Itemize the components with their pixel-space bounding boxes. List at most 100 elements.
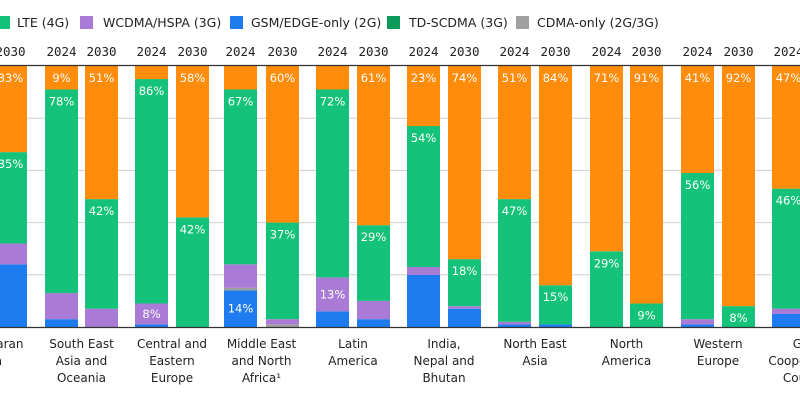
category-label: Oceania [57,371,106,385]
category-label: South East [49,337,114,351]
data-label: 23% [411,71,437,85]
legend-label: WCDMA/HSPA (3G) [103,15,221,30]
category-label: Latin [338,337,368,351]
legend-swatch [387,16,400,29]
data-label: 84% [543,71,569,85]
data-label: 47% [502,204,528,218]
data-label: 14% [228,302,254,316]
bar-segment-lte [316,89,349,278]
data-label: 42% [89,204,115,218]
data-label: 41% [685,71,711,85]
bar-segment-orange [176,66,209,218]
legend-swatch [0,16,10,29]
bar-segment-gsm [681,324,714,327]
bar-segment-orange [722,66,755,307]
category-label: Cooperation [768,354,800,368]
bar-segment-orange [772,66,800,189]
data-label: 37% [270,228,296,242]
category-label: Nepal and [413,354,474,368]
year-label: 2030 [267,44,297,59]
bar-segment-lte [630,303,663,327]
data-label: 15% [543,290,569,304]
data-label: 8% [142,307,160,321]
data-label: 47% [776,71,800,85]
bar-segment-wcdma [45,293,78,320]
legend-label: LTE (4G) [17,15,69,30]
data-label: 54% [411,131,437,145]
data-label: 91% [634,71,660,85]
bar-segment-lte [772,188,800,309]
bar-segment-gsm [772,313,800,327]
category-label: Middle East [227,337,297,351]
year-label: 2024 [591,44,621,59]
data-label: 35% [0,157,23,171]
category-label: Africa [0,354,2,368]
bar-segment-wcdma [0,243,27,265]
bar-segment-orange [357,66,390,226]
year-label: 2030 [177,44,207,59]
bar-segment-lte [85,199,118,309]
bar-segment-gsm [498,324,531,327]
year-label: 2030 [0,44,26,59]
legend-label: GSM/EDGE-only (2G) [251,15,381,30]
bar-segment-orange [448,66,481,260]
bar-segment-orange [85,66,118,200]
data-label: 29% [361,230,387,244]
bar-segment-orange [498,66,531,200]
bar-segment-orange [316,66,349,90]
data-label: 46% [776,194,800,208]
bar-segment-orange [224,66,257,90]
data-label: 9% [637,309,655,323]
bar-segment-wcdma [135,303,168,325]
category-label: and North [232,354,292,368]
category-label: North [610,337,644,351]
category-label: Europe [697,354,739,368]
bar-segment-gsm [539,324,572,327]
bar-segment-wcdma [498,321,531,325]
bar-segment-gsm [407,274,440,327]
year-label: 2024 [317,44,347,59]
bar-segment-cdma [224,287,257,291]
year-label: 2024 [225,44,255,59]
year-label: 2024 [136,44,166,59]
category-label: North East [503,337,567,351]
bar-segment-lte [539,285,572,325]
data-label: 67% [228,94,254,108]
category-label: America [602,354,652,368]
legend-swatch [516,16,529,29]
data-label: 13% [320,287,346,301]
bar-segment-wcdma [407,266,440,275]
bar-segment-wcdma [224,264,257,288]
data-label: 33% [0,71,23,85]
year-label: 2030 [631,44,661,59]
bar-segment-orange [0,66,27,153]
bar-segment-orange [45,66,78,90]
bar-segment-lte [590,251,623,327]
category-label: Gulf [793,337,800,351]
bar-segment-lte [448,259,481,307]
data-label: 51% [502,71,528,85]
bar-segment-wcdma [266,319,299,325]
data-label: 51% [89,71,115,85]
bar-segment-gsm [224,290,257,327]
category-label: Eastern [149,354,195,368]
bar-segment-orange [630,66,663,304]
legend-label: TD-SCDMA (3G) [408,15,508,30]
year-label: 2024 [46,44,76,59]
bar-segment-gsm [316,311,349,327]
data-label: 56% [685,178,711,192]
year-label: 2024 [773,44,800,59]
bar-segment-lte [357,225,390,301]
data-label: 29% [594,256,620,270]
bar-segment-wcdma [772,308,800,314]
bar-segment-orange [135,66,168,80]
bar-segment-wcdma [357,300,390,320]
data-label: 60% [270,71,296,85]
category-label: Council [783,371,800,385]
bar-segment-lte [722,306,755,327]
bar-segment-lte [224,89,257,265]
data-label: 61% [361,71,387,85]
category-label: Asia and [56,354,108,368]
bar-segment-orange [681,66,714,174]
bar-segment-gsm [357,319,390,327]
